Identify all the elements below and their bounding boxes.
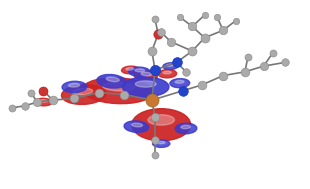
Point (261, 65, 266, 68)
Ellipse shape (175, 80, 184, 83)
Point (180, 89, 185, 92)
Ellipse shape (163, 63, 178, 70)
Ellipse shape (97, 74, 126, 88)
Ellipse shape (129, 67, 150, 77)
Ellipse shape (135, 69, 145, 72)
Point (153, 17, 157, 20)
Point (153, 153, 157, 156)
Ellipse shape (134, 70, 157, 81)
Ellipse shape (124, 121, 149, 132)
Ellipse shape (69, 83, 80, 87)
Ellipse shape (175, 123, 197, 134)
Point (199, 84, 204, 87)
Point (174, 61, 179, 64)
Ellipse shape (158, 70, 177, 78)
Point (246, 55, 250, 58)
Point (177, 15, 182, 19)
Point (153, 68, 157, 71)
Ellipse shape (62, 81, 87, 93)
Point (22, 104, 27, 107)
Ellipse shape (103, 83, 135, 91)
Ellipse shape (131, 123, 143, 127)
Point (29, 91, 33, 94)
Ellipse shape (181, 125, 191, 129)
Point (149, 99, 154, 102)
Ellipse shape (122, 66, 139, 74)
Ellipse shape (153, 140, 170, 147)
Point (202, 36, 207, 39)
Ellipse shape (82, 78, 153, 104)
Ellipse shape (163, 71, 171, 74)
Ellipse shape (126, 67, 134, 70)
Point (159, 31, 164, 34)
Point (221, 74, 226, 77)
Ellipse shape (170, 79, 190, 88)
Point (283, 61, 288, 64)
Point (122, 93, 126, 96)
Point (41, 89, 46, 92)
Ellipse shape (122, 77, 169, 97)
Ellipse shape (148, 115, 175, 125)
Point (153, 138, 157, 141)
Ellipse shape (135, 81, 156, 87)
Point (270, 51, 275, 54)
Point (168, 40, 173, 43)
Point (242, 70, 247, 73)
Point (215, 15, 219, 19)
Ellipse shape (132, 109, 191, 141)
Ellipse shape (106, 77, 119, 82)
Point (202, 14, 207, 17)
Point (156, 33, 161, 36)
Ellipse shape (40, 100, 47, 102)
Ellipse shape (61, 85, 106, 104)
Point (149, 50, 154, 53)
Ellipse shape (167, 64, 174, 66)
Point (97, 91, 102, 94)
Point (233, 19, 238, 22)
Ellipse shape (73, 88, 93, 95)
Ellipse shape (35, 98, 52, 106)
Point (190, 25, 195, 28)
Point (72, 97, 77, 100)
Point (153, 116, 157, 119)
Point (184, 70, 188, 73)
Point (10, 106, 15, 109)
Ellipse shape (141, 72, 152, 76)
Point (35, 101, 40, 104)
Point (50, 99, 55, 102)
Point (190, 50, 195, 53)
Point (221, 29, 226, 32)
Ellipse shape (157, 141, 165, 144)
